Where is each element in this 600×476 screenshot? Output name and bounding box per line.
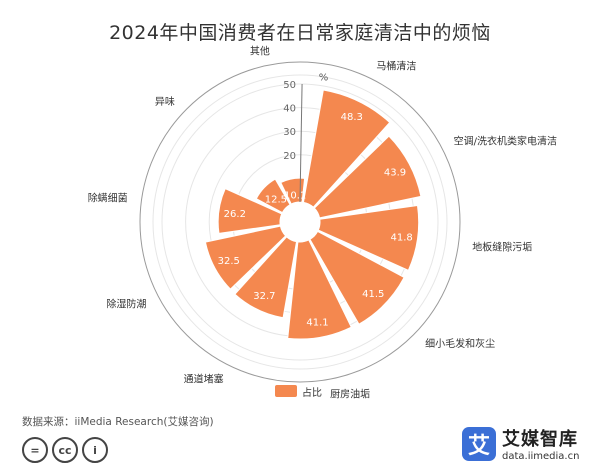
bar-9 [280, 177, 306, 205]
polar-bar-chart: 48.3 马桶清洁 43.9 空调/洗衣机类家电清洁 41.8 地板缝隙污垢 41.5 细小毛… [88, 45, 557, 401]
brand-mark-icon: 艾 [462, 426, 496, 461]
category-label: 通道堵塞 [184, 372, 224, 385]
value-label: 26.2 [224, 209, 246, 220]
equals-icon: = [22, 437, 48, 463]
value-label: 12.5 [265, 195, 287, 206]
outer-ring [139, 61, 461, 383]
category-label: 马桶清洁 [376, 60, 416, 73]
axis-tick-label: 30 [283, 127, 296, 138]
category-label: 除湿防潮 [106, 298, 146, 311]
grid-circle [161, 83, 439, 361]
category-label: 厨房油垢 [330, 387, 370, 400]
chart-title: 2024年中国消费者在日常家庭清洁中的烦恼 [109, 22, 491, 44]
bar-7 [217, 188, 283, 234]
cc-icon: cc [52, 437, 78, 463]
legend-label: 占比 [302, 386, 322, 399]
axis-tick-label: 20 [283, 151, 296, 162]
value-label: 10.1 [284, 191, 306, 202]
license-icons: = cc i [22, 437, 108, 463]
brand-logo: 艾 艾媒智库 data.iimedia.cn [462, 425, 579, 462]
brand-name: 艾媒智库 [502, 429, 578, 450]
bar-8 [255, 178, 291, 214]
value-label: 48.3 [341, 112, 363, 123]
bar-5 [234, 236, 298, 319]
axis-tick-label: 50 [283, 80, 296, 91]
bar-1 [313, 135, 422, 219]
category-label: 除螨细菌 [88, 192, 128, 205]
bar-6 [204, 225, 287, 290]
value-label: 41.8 [391, 232, 413, 243]
category-label: 空调/洗衣机类家电清洁 [454, 134, 557, 147]
legend-swatch [275, 385, 297, 397]
value-label: 43.9 [384, 168, 406, 179]
value-label: 41.1 [306, 317, 328, 328]
bar-4 [287, 239, 352, 340]
value-label: 32.5 [218, 256, 240, 267]
category-label: 地板缝隙污垢 [472, 240, 532, 253]
radial-axis-line [299, 84, 303, 203]
brand-url: data.iimedia.cn [502, 451, 580, 462]
category-label: 其他 [250, 45, 270, 58]
axis-unit: % [319, 73, 329, 84]
value-label: 32.7 [253, 291, 275, 302]
category-label: 细小毛发和灰尘 [425, 337, 495, 350]
category-label: 异味 [155, 96, 175, 108]
value-label: 41.5 [362, 289, 384, 300]
attribution-icon: i [82, 437, 108, 463]
bar-3 [309, 230, 405, 325]
bar-2 [317, 204, 420, 271]
axis-tick-label: 40 [283, 104, 296, 115]
bar-0 [302, 89, 391, 208]
data-source: 数据来源：iiMedia Research(艾媒咨询) [22, 416, 214, 428]
grid-ring [152, 74, 448, 370]
